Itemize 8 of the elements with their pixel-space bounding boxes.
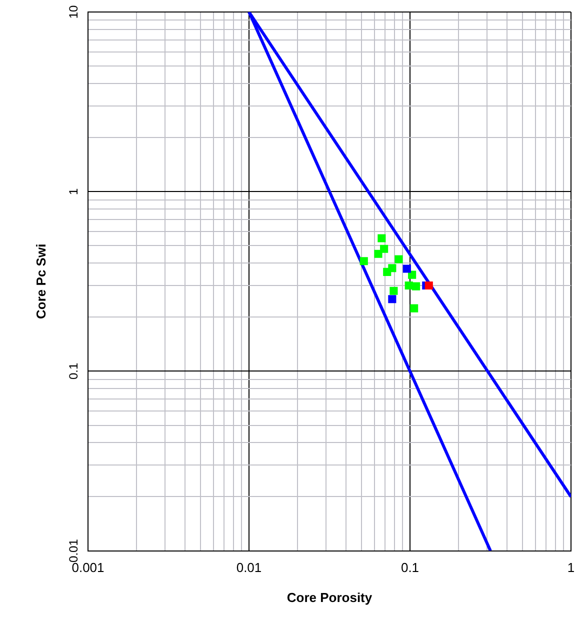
y-axis-title: Core Pc Swi xyxy=(33,244,48,319)
y-tick-label: 10 xyxy=(66,5,80,19)
y-tick-label: 0.1 xyxy=(66,362,80,380)
x-axis-title: Core Porosity xyxy=(286,590,373,605)
x-tick-label: 1 xyxy=(567,560,575,576)
x-tick-label: 0.01 xyxy=(236,560,262,576)
y-tick-label: 1 xyxy=(66,188,80,195)
x-tick-label: 0.1 xyxy=(400,560,420,576)
